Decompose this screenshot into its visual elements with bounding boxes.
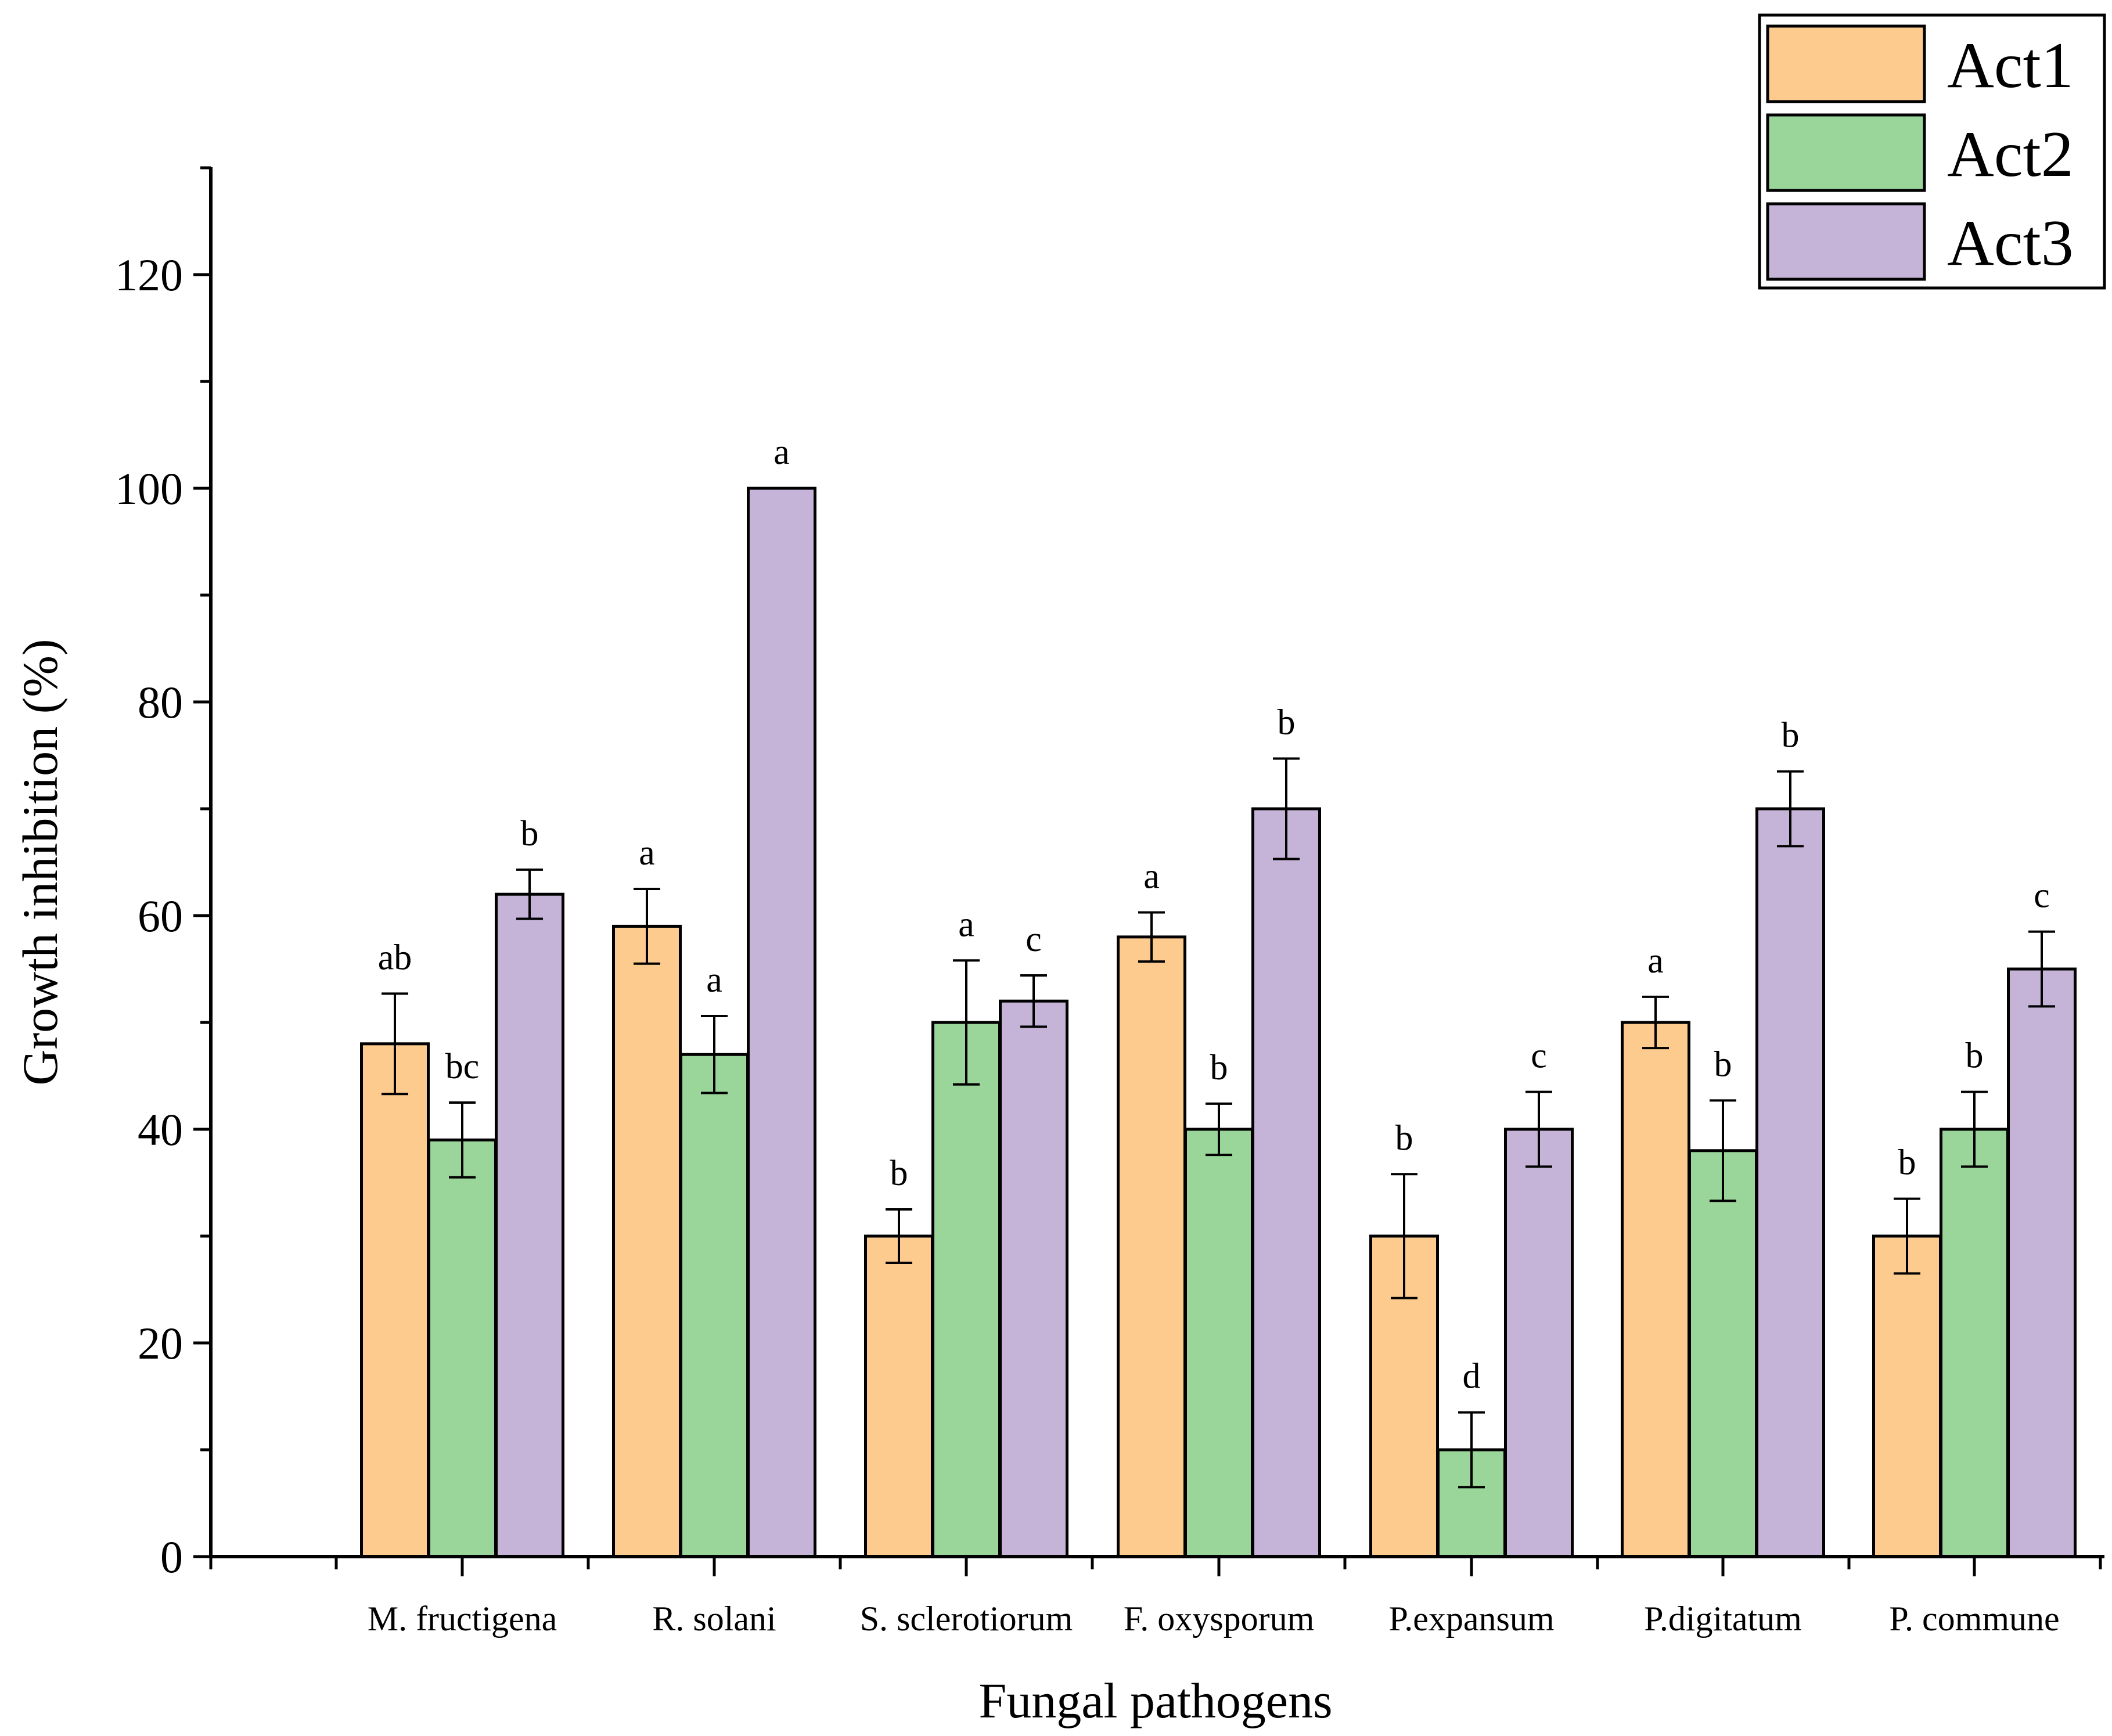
significance-letter-act2-1: a <box>706 960 722 1000</box>
significance-letter-act2-6: b <box>1966 1036 1984 1076</box>
y-tick-label: 40 <box>138 1104 183 1155</box>
significance-letter-act1-4: b <box>1395 1118 1413 1158</box>
significance-letter-act1-2: b <box>890 1154 908 1193</box>
significance-letter-act3-3: b <box>1278 703 1296 743</box>
y-axis-title: Growth inhibition (%) <box>12 639 68 1085</box>
error-bar-act2-4 <box>1458 1411 1485 1489</box>
legend-swatch <box>1766 24 1926 103</box>
significance-letter-act3-6: c <box>2034 876 2050 916</box>
legend-item-act1: Act1 <box>1766 24 2074 103</box>
bar-act1-0 <box>360 1042 430 1558</box>
significance-letter-act1-5: a <box>1647 941 1664 981</box>
error-bar-act3-0 <box>516 868 543 920</box>
error-bar-act1-4 <box>1391 1173 1417 1299</box>
significance-letter-act1-0: ab <box>378 938 412 977</box>
legend: Act1 Act2 Act3 <box>1758 13 2106 290</box>
error-bar-act3-3 <box>1273 757 1300 860</box>
bar-act2-1 <box>679 1053 749 1558</box>
error-bar-act1-1 <box>634 888 660 965</box>
significance-letter-act2-5: b <box>1714 1045 1732 1084</box>
error-bar-act2-5 <box>1710 1099 1736 1202</box>
legend-swatch <box>1766 202 1926 281</box>
significance-letter-act2-0: bc <box>445 1047 480 1086</box>
y-tick-label: 100 <box>115 463 183 514</box>
legend-label: Act1 <box>1947 30 2074 102</box>
error-bar-act3-4 <box>1525 1090 1552 1168</box>
error-bar-act1-5 <box>1642 995 1669 1050</box>
error-bar-act1-3 <box>1138 911 1165 963</box>
error-bar-act3-6 <box>2028 930 2055 1008</box>
bar-act1-1 <box>612 924 682 1558</box>
y-ticks-layer: 0 20 40 60 80 100 120 <box>115 166 211 1582</box>
x-axis-title: Fungal pathogens <box>978 1673 1332 1728</box>
y-tick-label: 0 <box>160 1532 183 1582</box>
x-ticks-layer: M. fructigena R. solani S. sclerotiorum F. … <box>209 1557 2102 1638</box>
bar-act2-6 <box>1940 1128 2009 1558</box>
axes-layer <box>209 167 2104 1558</box>
legend-item-act2: Act2 <box>1766 113 2074 192</box>
x-tick-label: R. solani <box>652 1600 776 1638</box>
error-bar-act2-2 <box>953 959 980 1086</box>
significance-letter-act2-3: b <box>1210 1048 1228 1087</box>
bars-layer <box>360 487 2077 1558</box>
significance-letter-act1-1: a <box>639 833 655 873</box>
x-tick-label: F. oxysporum <box>1124 1600 1315 1638</box>
bar-act2-5 <box>1688 1149 1758 1558</box>
significance-letter-act3-1: a <box>773 433 790 472</box>
error-bar-act2-1 <box>701 1014 728 1094</box>
x-tick-label: P.digitatum <box>1644 1600 1802 1638</box>
bar-act3-5 <box>1755 807 1825 1558</box>
legend-item-act3: Act3 <box>1766 202 2074 281</box>
error-bar-act2-0 <box>449 1101 476 1179</box>
x-tick-label: P.expansum <box>1389 1600 1555 1638</box>
error-bar-act1-6 <box>1894 1197 1920 1275</box>
legend-label: Act2 <box>1947 118 2074 190</box>
significance-letter-act1-3: a <box>1143 856 1160 896</box>
error-bar-act3-5 <box>1777 770 1804 848</box>
error-bar-act3-2 <box>1020 974 1047 1028</box>
bar-act1-2 <box>864 1234 934 1558</box>
y-tick-label: 120 <box>115 250 183 300</box>
y-tick-label: 80 <box>138 677 183 727</box>
bar-act2-0 <box>427 1138 497 1558</box>
bar-act1-5 <box>1621 1021 1690 1558</box>
significance-letter-act3-4: c <box>1531 1036 1547 1076</box>
x-tick-label: M. fructigena <box>368 1600 557 1638</box>
significance-letter-act3-2: c <box>1026 920 1042 959</box>
error-bar-act1-0 <box>382 992 408 1096</box>
error-bar-act2-3 <box>1206 1102 1232 1157</box>
bar-act2-3 <box>1184 1128 1254 1558</box>
bar-act2-2 <box>931 1021 1001 1558</box>
significance-letter-act3-0: b <box>521 814 539 853</box>
legend-label: Act3 <box>1947 207 2074 279</box>
legend-swatch <box>1766 113 1926 192</box>
error-bar-act2-6 <box>1961 1090 1988 1168</box>
significance-letter-act2-2: a <box>958 905 974 944</box>
significance-letter-act3-5: b <box>1782 716 1800 755</box>
bar-act3-0 <box>495 892 564 1558</box>
y-tick-label: 20 <box>138 1318 183 1368</box>
y-tick-label: 60 <box>138 891 183 941</box>
bar-act3-3 <box>1251 807 1321 1558</box>
x-tick-label: S. sclerotiorum <box>860 1600 1073 1638</box>
significance-letter-act2-4: d <box>1463 1357 1481 1396</box>
bar-act3-1 <box>747 487 816 1558</box>
bar-act3-6 <box>2007 967 2077 1558</box>
error-bar-act1-2 <box>886 1208 912 1264</box>
bar-act3-2 <box>999 999 1068 1558</box>
bar-act1-6 <box>1872 1234 1942 1558</box>
x-tick-label: P. commune <box>1889 1600 2059 1638</box>
bar-act1-3 <box>1117 935 1186 1558</box>
bar-act3-4 <box>1504 1128 1574 1558</box>
significance-letter-act1-6: b <box>1898 1143 1916 1183</box>
error-bars-layer <box>382 757 2055 1489</box>
